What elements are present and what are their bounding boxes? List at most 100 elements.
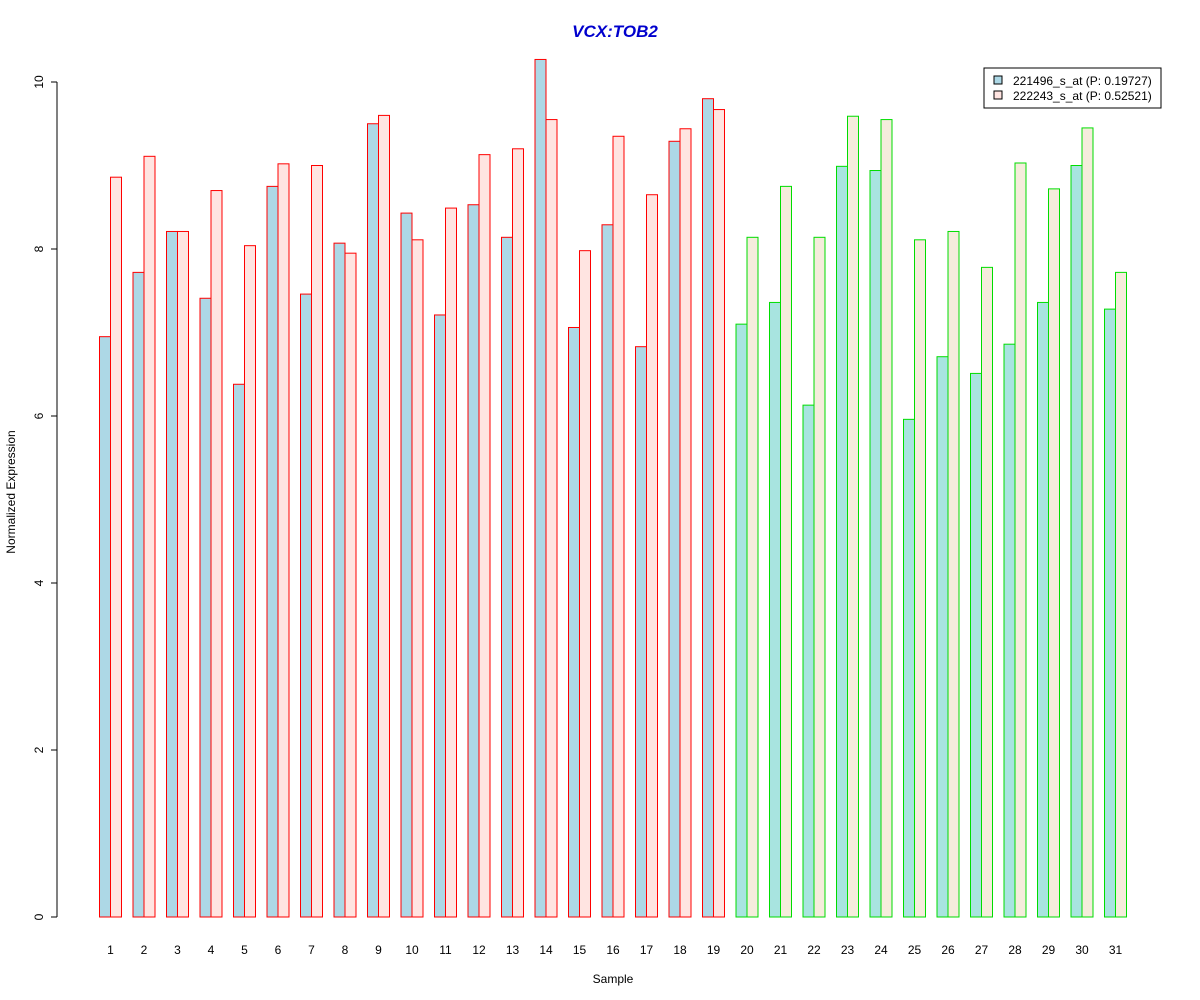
x-tick-label: 27 [975, 943, 989, 957]
bar-sample-17-series-1 [635, 346, 647, 918]
x-tick-label: 15 [573, 943, 587, 957]
x-tick-label: 18 [673, 943, 687, 957]
bar-sample-16-series-1 [601, 224, 614, 918]
bar-sample-3-series-1 [166, 230, 178, 918]
y-axis: 0 2 4 6 8 10 [32, 75, 58, 920]
x-tick-label: 22 [807, 943, 821, 957]
x-tick-label: 28 [1008, 943, 1022, 957]
legend-box [983, 67, 1162, 109]
x-tick-label: 9 [375, 943, 382, 957]
x-tick-label: 23 [841, 943, 855, 957]
legend-swatch-series-1 [993, 75, 1003, 85]
bar-sample-1-series-2 [110, 176, 122, 918]
bar-sample-24-series-1 [869, 170, 882, 918]
bar-sample-9-series-1 [367, 123, 379, 918]
bar-sample-12-series-2 [478, 154, 491, 918]
y-tick-label: 2 [32, 746, 46, 753]
bar-sample-5-series-2 [244, 245, 256, 918]
x-tick-label: 14 [539, 943, 553, 957]
x-tick-label: 13 [506, 943, 520, 957]
bar-sample-25-series-2 [914, 239, 926, 918]
x-tick-labels: 1 2 3 4 5 6 7 8 9 10 11 12 13 14 15 16 17 18 19 20 21 22 23 24 2… [107, 943, 1122, 957]
y-tick-label: 6 [32, 412, 46, 419]
bar-sample-15-series-2 [579, 250, 591, 918]
x-tick-label: 17 [640, 943, 654, 957]
x-tick-label: 10 [405, 943, 419, 957]
bar-sample-28-series-2 [1014, 162, 1027, 918]
y-tick-label: 10 [32, 75, 46, 89]
x-tick-label: 8 [342, 943, 349, 957]
x-tick-label: 11 [439, 943, 452, 957]
bar-sample-12-series-1 [467, 204, 480, 918]
bar-sample-29-series-1 [1037, 301, 1049, 918]
x-tick-label: 29 [1042, 943, 1056, 957]
bar-sample-30-series-1 [1070, 165, 1083, 918]
bar-sample-15-series-1 [568, 326, 580, 918]
bar-sample-19-series-2 [713, 109, 725, 918]
x-tick-label: 3 [174, 943, 181, 957]
bar-sample-8-series-2 [344, 252, 357, 918]
bar-sample-24-series-2 [880, 119, 893, 918]
bar-sample-17-series-2 [646, 194, 658, 918]
bar-sample-11-series-2 [445, 207, 457, 918]
bar-sample-1-series-1 [99, 336, 111, 918]
bar-sample-31-series-1 [1104, 308, 1116, 918]
bar-sample-21-series-1 [769, 301, 781, 918]
x-tick-label: 31 [1109, 943, 1123, 957]
bars-group [99, 58, 1127, 918]
bar-sample-16-series-2 [612, 135, 625, 918]
x-tick-label: 26 [941, 943, 955, 957]
bar-sample-10-series-2 [411, 239, 424, 918]
bar-sample-25-series-1 [903, 418, 915, 918]
bar-sample-2-series-2 [143, 155, 156, 918]
bar-sample-19-series-1 [702, 98, 714, 918]
bar-sample-30-series-2 [1081, 127, 1094, 918]
bar-sample-26-series-2 [947, 230, 960, 918]
x-tick-label: 20 [740, 943, 754, 957]
x-tick-label: 6 [275, 943, 282, 957]
bar-sample-18-series-1 [668, 140, 681, 918]
x-tick-label: 1 [107, 943, 114, 957]
x-tick-label: 19 [707, 943, 721, 957]
x-tick-label: 4 [208, 943, 215, 957]
y-tick-label: 8 [32, 245, 46, 252]
bar-sample-7-series-1 [300, 293, 312, 918]
bar-sample-4-series-1 [199, 297, 212, 918]
x-tick-label: 5 [241, 943, 248, 957]
x-tick-label: 21 [774, 943, 788, 957]
bar-sample-13-series-2 [512, 148, 524, 918]
bar-sample-20-series-2 [746, 236, 759, 918]
x-tick-label: 2 [141, 943, 148, 957]
x-tick-label: 7 [308, 943, 315, 957]
bar-sample-14-series-1 [534, 58, 547, 918]
bar-sample-22-series-2 [813, 236, 826, 918]
bar-sample-18-series-2 [679, 128, 692, 918]
bar-sample-9-series-2 [378, 114, 390, 918]
bar-sample-6-series-1 [266, 185, 279, 918]
x-tick-label: 25 [908, 943, 922, 957]
bar-sample-26-series-1 [936, 356, 949, 918]
bar-sample-22-series-1 [802, 404, 815, 918]
bar-sample-3-series-2 [177, 230, 189, 918]
bar-sample-13-series-1 [501, 236, 513, 918]
bar-sample-23-series-1 [836, 165, 848, 918]
bar-sample-21-series-2 [780, 185, 792, 918]
x-tick-label: 24 [874, 943, 888, 957]
x-axis-label: Sample [593, 972, 634, 986]
bar-sample-29-series-2 [1048, 188, 1060, 918]
x-tick-label: 16 [606, 943, 620, 957]
bar-sample-4-series-2 [210, 190, 223, 918]
legend: 221496_s_at (P: 0.19727) 222243_s_at (P:… [983, 67, 1162, 109]
bar-sample-31-series-2 [1115, 271, 1127, 918]
bar-sample-28-series-1 [1003, 343, 1016, 918]
bar-sample-5-series-1 [233, 383, 245, 918]
y-tick-label: 4 [32, 579, 46, 586]
bar-sample-14-series-2 [545, 119, 558, 918]
bar-sample-7-series-2 [311, 165, 323, 918]
legend-swatch-series-2 [993, 90, 1003, 100]
bar-sample-27-series-2 [981, 266, 993, 918]
bar-sample-11-series-1 [434, 314, 446, 918]
chart-title: VCX:TOB2 [572, 22, 658, 41]
bar-sample-20-series-1 [735, 323, 748, 918]
bar-sample-6-series-2 [277, 163, 290, 918]
